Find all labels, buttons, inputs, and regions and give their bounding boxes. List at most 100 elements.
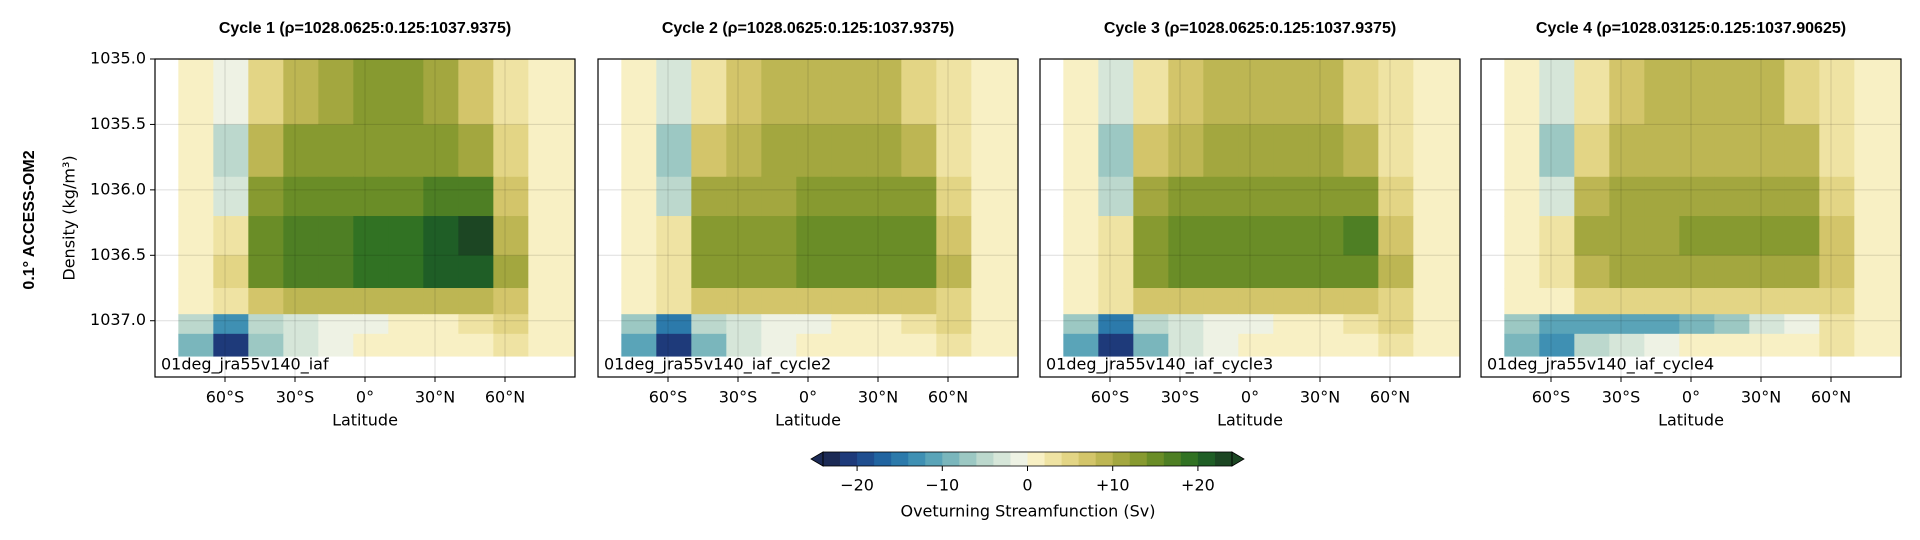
heat-cell bbox=[1168, 176, 1204, 217]
heat-cell bbox=[1063, 216, 1099, 256]
heat-cell bbox=[1679, 124, 1715, 178]
heat-cell bbox=[388, 314, 424, 335]
heat-cell bbox=[656, 314, 692, 335]
heat-cell bbox=[1574, 314, 1610, 335]
colorbar-tick-label: +10 bbox=[1096, 476, 1130, 495]
x-tick-label: 60°S bbox=[1091, 388, 1130, 407]
heat-cell bbox=[936, 176, 972, 217]
colorbar-segment bbox=[976, 452, 994, 466]
heat-cell bbox=[901, 288, 937, 315]
heat-cell bbox=[388, 288, 424, 315]
colorbar-segment bbox=[1180, 452, 1199, 466]
heat-cell bbox=[1273, 288, 1309, 315]
heat-cell bbox=[1413, 216, 1460, 256]
colorbar-tick-label: +20 bbox=[1181, 476, 1215, 495]
colorbar-tick-label: −20 bbox=[840, 476, 874, 495]
heat-cell bbox=[1133, 176, 1169, 217]
heat-cell bbox=[1714, 314, 1750, 335]
heat-cell bbox=[656, 176, 692, 217]
heat-cell bbox=[353, 314, 389, 335]
heat-cell bbox=[1574, 288, 1610, 315]
heat-cell bbox=[1098, 124, 1134, 178]
heat-cell bbox=[901, 59, 937, 125]
heat-cell bbox=[493, 314, 529, 335]
heat-cell bbox=[388, 333, 424, 357]
y-tick-label: 1035.0 bbox=[90, 49, 146, 68]
heat-cell bbox=[213, 333, 249, 357]
heat-cell bbox=[1714, 255, 1750, 289]
colorbar-segment bbox=[1010, 452, 1028, 466]
heat-cell bbox=[1413, 255, 1460, 289]
heat-cell bbox=[1308, 333, 1344, 357]
heat-cell bbox=[1238, 124, 1274, 178]
heat-cell bbox=[621, 216, 657, 256]
heat-cell bbox=[726, 59, 762, 125]
heat-cell bbox=[213, 314, 249, 335]
heat-cell bbox=[1609, 314, 1645, 335]
heat-cell bbox=[213, 124, 249, 178]
heat-cell bbox=[1784, 255, 1820, 289]
heat-cell bbox=[248, 59, 284, 125]
heat-cell bbox=[353, 176, 389, 217]
heat-cell bbox=[1609, 255, 1645, 289]
heat-cell bbox=[1343, 124, 1379, 178]
heat-cell bbox=[1063, 288, 1099, 315]
heat-cell bbox=[248, 288, 284, 315]
heat-cell bbox=[726, 255, 762, 289]
heat-cell bbox=[1133, 255, 1169, 289]
heat-cell bbox=[318, 59, 354, 125]
heat-cell bbox=[1854, 216, 1901, 256]
heat-cell bbox=[1854, 176, 1901, 217]
x-tick-label: 30°N bbox=[858, 388, 898, 407]
heat-cell bbox=[213, 59, 249, 125]
colorbar-segment bbox=[1146, 452, 1165, 466]
heat-cell bbox=[1644, 216, 1680, 256]
heat-cell bbox=[971, 255, 1018, 289]
heat-cell bbox=[936, 288, 972, 315]
panel-annotation: 01deg_jra55v140_iaf_cycle4 bbox=[1487, 355, 1714, 375]
colorbar-segment bbox=[857, 452, 875, 466]
heat-cell bbox=[726, 216, 762, 256]
heat-cell bbox=[1854, 333, 1901, 357]
heat-cell bbox=[1819, 314, 1855, 335]
panel-title: Cycle 2 (ρ=1028.0625:0.125:1037.9375) bbox=[662, 20, 954, 37]
heat-cell bbox=[1504, 255, 1540, 289]
heat-cell bbox=[1574, 255, 1610, 289]
x-tick-label: 60°N bbox=[1370, 388, 1410, 407]
heat-cell bbox=[866, 124, 902, 178]
plot-area bbox=[1481, 59, 1901, 377]
heat-cell bbox=[423, 288, 459, 315]
heat-cell bbox=[1644, 255, 1680, 289]
heat-cell bbox=[213, 288, 249, 315]
heat-cell bbox=[283, 314, 319, 335]
heat-cell bbox=[458, 333, 494, 357]
heat-cell bbox=[1749, 333, 1785, 357]
heat-cell bbox=[1609, 59, 1645, 125]
heat-cell bbox=[1133, 288, 1169, 315]
heat-cell bbox=[621, 59, 657, 125]
heat-cell bbox=[796, 314, 832, 335]
heat-cell bbox=[353, 59, 389, 125]
heat-cell bbox=[1378, 288, 1414, 315]
heat-cell bbox=[726, 288, 762, 315]
heat-cell bbox=[1168, 288, 1204, 315]
heat-cell bbox=[901, 255, 937, 289]
heat-cell bbox=[318, 288, 354, 315]
heat-cell bbox=[1098, 314, 1134, 335]
heat-cell bbox=[1819, 124, 1855, 178]
heat-cell bbox=[761, 216, 797, 256]
heat-cell bbox=[493, 216, 529, 256]
heat-cell bbox=[971, 216, 1018, 256]
heat-cell bbox=[318, 314, 354, 335]
heat-cell bbox=[423, 314, 459, 335]
heat-cell bbox=[1343, 333, 1379, 357]
heat-cell bbox=[528, 124, 575, 178]
heat-cell bbox=[248, 176, 284, 217]
heat-cell bbox=[761, 176, 797, 217]
heat-cell bbox=[493, 124, 529, 178]
colorbar-segment bbox=[925, 452, 943, 466]
heat-cell bbox=[423, 176, 459, 217]
heat-cell bbox=[1343, 288, 1379, 315]
heat-cell bbox=[1539, 333, 1575, 357]
heat-cell bbox=[1679, 288, 1715, 315]
